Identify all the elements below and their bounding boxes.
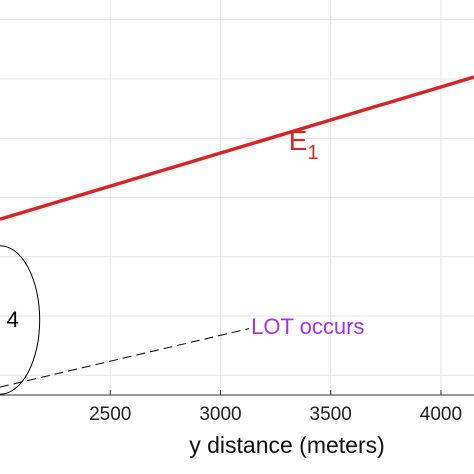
lot-occurs-annotation: LOT occurs: [251, 314, 364, 339]
series-label-e1-subscript: 1: [307, 142, 318, 164]
x-tick-label: 4000: [420, 404, 462, 425]
series-label-e1-main: E: [289, 125, 308, 156]
series-label-e1: E1: [289, 125, 319, 164]
dashed-line: [0, 328, 250, 388]
series-line-e1: [0, 75, 474, 221]
series-lines: [0, 75, 474, 388]
circle-marker: [0, 245, 41, 395]
grid-lines: [0, 0, 474, 396]
x-axis-label: y distance (meters): [189, 432, 385, 458]
x-tick-label: 3000: [199, 404, 241, 425]
x-tick-label: 2500: [89, 404, 131, 425]
circle-number-label: 4: [7, 307, 19, 332]
x-tick-label: 3500: [310, 404, 352, 425]
x-tick-labels: 2500 3000 3500 4000: [89, 390, 462, 425]
